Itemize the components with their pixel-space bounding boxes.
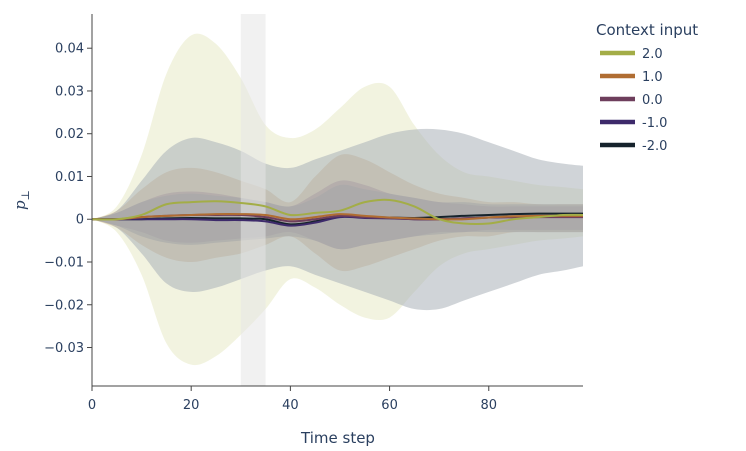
legend-label--2.0: -2.0 (642, 139, 667, 154)
legend-label-0.0: 0.0 (642, 93, 663, 108)
x-tick-label: 40 (282, 398, 299, 413)
line-1.0 (91, 213, 583, 221)
y-tick-label: 0.04 (55, 42, 84, 57)
y-axis-title-main: p (11, 200, 29, 210)
legend-label-1.0: 1.0 (642, 70, 663, 85)
legend-label--1.0: -1.0 (642, 116, 667, 131)
y-tick-label: 0.03 (55, 84, 84, 99)
y-tick-label: 0 (76, 213, 84, 228)
y-axis-title-subscript: ⊥ (19, 190, 32, 200)
y-tick-label: 0.02 (55, 127, 84, 142)
highlight-region (240, 14, 266, 386)
line-2.0 (91, 198, 584, 226)
legend: Context input 2.0 1.0 0.0 -1.0 -2.0 (596, 21, 698, 154)
x-tick-label: 60 (381, 398, 398, 413)
y-tick-label: −0.01 (44, 256, 84, 271)
y-tick-label: −0.02 (44, 298, 84, 313)
mean-lines (91, 198, 584, 227)
legend-title: Context input (596, 21, 698, 39)
band--2.0 (92, 128, 583, 311)
x-tick-label: 0 (88, 398, 96, 413)
legend-label-2.0: 2.0 (642, 47, 663, 62)
x-tick-label: 20 (183, 398, 200, 413)
confidence-bands (92, 33, 583, 366)
y-tick-label: −0.03 (44, 341, 84, 356)
y-tick-label: 0.01 (55, 170, 84, 185)
axes: −0.03 −0.02 −0.01 0 0.01 0.02 0.03 0.04 0 20 40 60 8… (44, 14, 583, 413)
x-tick-label: 80 (480, 398, 497, 413)
x-axis-title: Time step (300, 429, 375, 447)
y-axis-title: p⊥ (11, 190, 32, 210)
